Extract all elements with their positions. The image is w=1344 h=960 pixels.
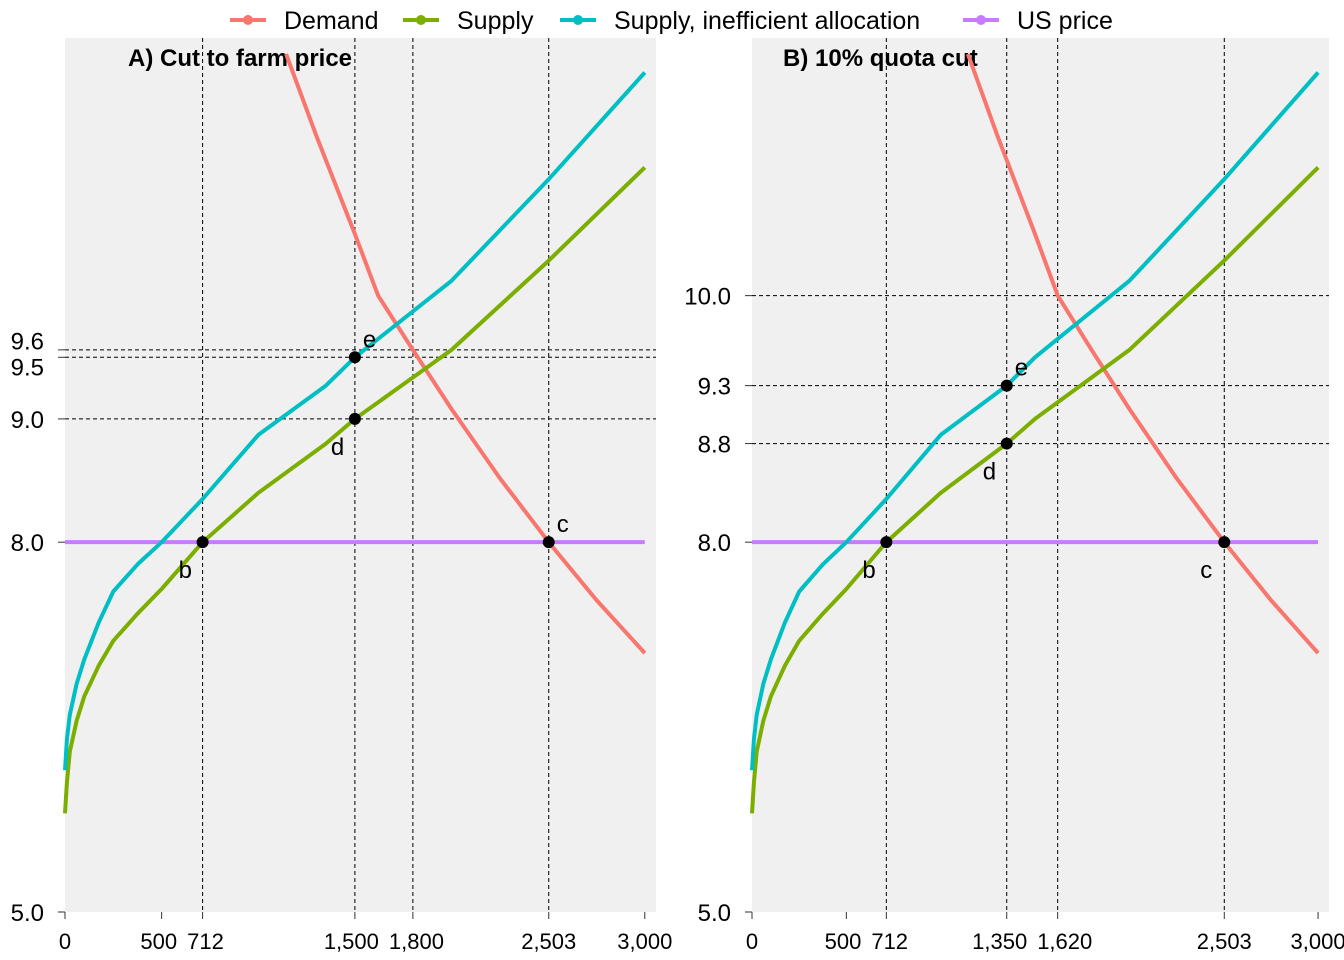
equilibrium-point-c [542,536,555,549]
x-tick-label: 500 [825,929,862,954]
point-label: b [862,557,875,584]
y-tick-label: 8.8 [698,432,731,459]
point-label: c [557,511,569,538]
y-tick-label: 9.6 [11,329,44,356]
equilibrium-point-d [1000,437,1013,450]
legend: Demand Supply Supply, inefficient allocati… [230,7,1113,35]
equilibrium-point-b [880,536,893,549]
x-tick-label: 1,620 [1037,929,1092,954]
legend-label: Supply, inefficient allocation [614,7,920,35]
point-label: e [1015,355,1028,382]
series-line-supply [63,165,647,814]
legend-label: Supply [457,7,534,35]
panel-b: B) 10% quota cut b c d e 0 500 712 1,350 1,620 2,5… [684,38,1344,954]
equilibrium-point-d [348,412,361,425]
legend-label: Demand [284,7,379,35]
x-tick-label: 1,350 [972,929,1027,954]
legend-label: US price [1017,7,1113,35]
point-label: c [1200,557,1212,584]
panels: A) Cut to farm price b c d e 0 500 712 1,500 1,80… [11,38,1344,954]
x-tick-label: 0 [59,929,71,954]
y-tick-label: 8.0 [11,530,44,557]
x-tick-label: 3,000 [1291,929,1344,954]
equilibrium-point-e [348,351,361,364]
plot-background [752,38,1329,912]
x-tick-label: 0 [746,929,758,954]
y-tick-label: 9.5 [11,355,44,382]
series-line-supply-inefficient-allocation [750,71,1320,771]
y-tick-label: 8.0 [698,530,731,557]
legend-marker-2 [573,15,583,25]
equilibrium-point-b [196,536,209,549]
point-label: d [331,434,344,461]
panel-a: A) Cut to farm price b c d e 0 500 712 1,500 1,80… [11,38,672,954]
series-line-supply-inefficient-allocation [63,71,647,771]
x-tick-label: 2,503 [521,929,576,954]
x-tick-label: 712 [187,929,224,954]
y-tick-label: 5.0 [698,900,731,927]
y-tick-label: 10.0 [684,284,731,311]
legend-marker-3 [976,15,986,25]
x-tick-label: 2,503 [1197,929,1252,954]
panel-title: B) 10% quota cut [783,45,978,72]
plot-background [65,38,656,912]
equilibrium-point-c [1218,536,1231,549]
y-tick-label: 9.3 [698,374,731,401]
legend-marker-1 [416,15,426,25]
equilibrium-point-e [1000,379,1013,392]
panel-title: A) Cut to farm price [128,45,352,72]
point-label: b [179,557,192,584]
x-tick-label: 500 [140,929,177,954]
y-tick-label: 9.0 [11,407,44,434]
x-tick-label: 1,500 [324,929,379,954]
x-tick-label: 3,000 [617,929,672,954]
series-line-supply [750,165,1320,814]
series-line-demand [966,53,1320,655]
legend-marker-0 [243,15,253,25]
series-line-demand [284,53,647,655]
x-tick-label: 712 [871,929,908,954]
point-label: e [363,326,376,353]
x-tick-label: 1,800 [389,929,444,954]
point-label: d [983,459,996,486]
y-tick-label: 5.0 [11,900,44,927]
